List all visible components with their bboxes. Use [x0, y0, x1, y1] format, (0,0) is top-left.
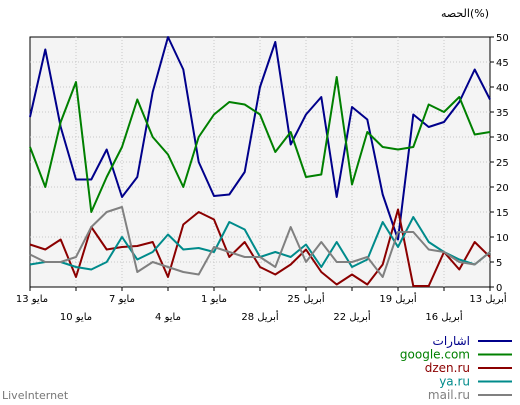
y-tick-label: 15: [496, 208, 509, 219]
x-axis-ticks: 13 مايو 7 مايو 1 مايو 25 أبريل 19 أبريل 13 أب…: [16, 287, 507, 323]
series-line: [29, 206, 491, 278]
y-tick-label: 5: [496, 258, 502, 269]
y-tick-label: 30: [496, 133, 509, 144]
y-tick-label: 40: [496, 83, 509, 94]
legend-label: ya.ru: [439, 375, 470, 389]
y-tick-label: 10: [496, 233, 509, 244]
x-tick-label: 28 أبريل: [241, 310, 279, 323]
legend-label: mail.ru: [428, 388, 470, 402]
y-tick-label: 25: [496, 158, 509, 169]
y-axis-label: الحصه(%): [441, 7, 489, 20]
series-line: [29, 76, 491, 213]
x-tick-label: 7 مايو: [109, 294, 135, 305]
x-tick-label: 13 مايو: [16, 294, 48, 305]
plot-area: [29, 36, 491, 288]
y-tick-label: 20: [496, 183, 509, 194]
x-tick-label: 16 أبريل: [425, 310, 463, 323]
x-tick-label: 1 مايو: [201, 294, 227, 305]
brand-label: LiveInternet: [2, 389, 69, 402]
legend-label: اشارات: [433, 334, 470, 349]
y-tick-label: 35: [496, 108, 509, 119]
series-line: [29, 36, 491, 241]
legend-label: dzen.ru: [425, 361, 470, 375]
series-lines: [29, 36, 491, 287]
x-tick-label: 10 مايو: [60, 312, 92, 323]
y-axis-ticks: 0 5 10 15 20 25 30 35 40 45 50: [490, 33, 509, 294]
series-line: [29, 208, 491, 287]
y-tick-label: 45: [496, 58, 509, 69]
y-tick-label: 50: [496, 33, 509, 44]
x-tick-label: 4 مايو: [155, 312, 181, 323]
x-tick-label: 19 أبريل: [379, 292, 417, 305]
x-tick-label: 25 أبريل: [287, 292, 325, 305]
y-tick-label: 0: [496, 283, 502, 294]
legend-label: google.com: [400, 348, 470, 362]
x-tick-label: 22 أبريل: [333, 310, 371, 323]
x-tick-label: 13 أبريل: [469, 292, 507, 305]
